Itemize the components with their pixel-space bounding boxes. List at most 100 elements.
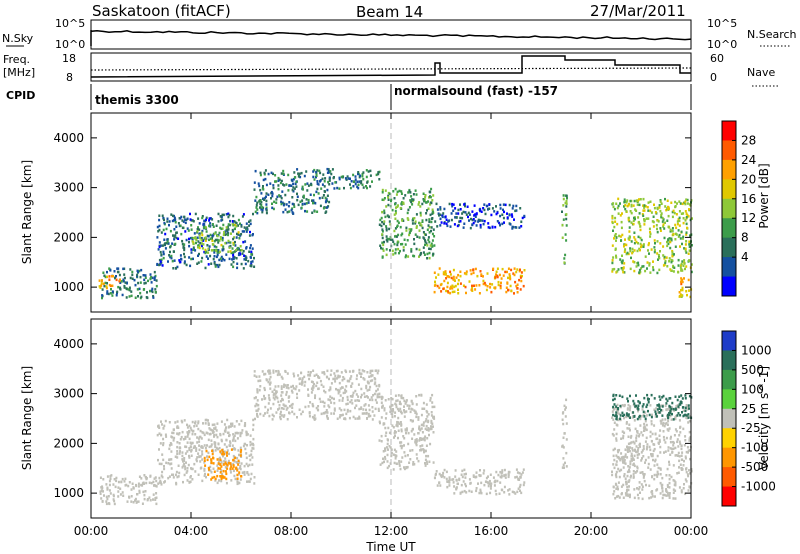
data-cell (214, 427, 217, 431)
data-cell (392, 240, 395, 243)
data-cell (137, 500, 140, 503)
data-cell (346, 408, 349, 412)
data-cell (239, 431, 242, 435)
data-cell (635, 209, 638, 212)
data-cell (285, 408, 288, 411)
data-cell (687, 449, 690, 452)
data-cell (114, 485, 117, 489)
data-cell (320, 412, 323, 416)
data-cell (432, 461, 435, 464)
data-cell (106, 270, 108, 274)
data-cell (634, 405, 637, 408)
data-cell (216, 422, 219, 425)
data-cell (274, 395, 277, 398)
data-cell (487, 222, 490, 225)
data-cell (641, 213, 644, 216)
data-cell (164, 480, 166, 483)
data-cell (217, 241, 220, 244)
data-cell (374, 381, 377, 384)
data-cell (469, 226, 472, 230)
data-cell (263, 373, 266, 376)
data-cell (175, 231, 178, 234)
data-cell (237, 481, 240, 485)
data-cell (424, 462, 426, 465)
data-cell (670, 201, 673, 204)
data-cell (244, 447, 247, 451)
data-cell (405, 254, 407, 257)
data-cell (562, 446, 565, 449)
data-cell (672, 444, 675, 447)
data-cell (286, 418, 289, 421)
data-cell (229, 471, 232, 474)
data-cell (645, 483, 647, 487)
data-cell (194, 470, 197, 473)
data-cell (414, 439, 417, 442)
data-cell (158, 263, 161, 267)
data-cell (617, 450, 620, 454)
data-cell (349, 400, 352, 404)
data-cell (676, 438, 679, 441)
data-cell (219, 236, 222, 239)
data-cell (104, 281, 107, 285)
data-cell (182, 464, 185, 468)
data-cell (174, 421, 177, 424)
data-cell (612, 463, 615, 466)
data-cell (403, 444, 405, 447)
data-cell (300, 171, 303, 175)
data-cell (237, 233, 240, 236)
data-cell (437, 212, 440, 215)
data-cell (172, 267, 175, 270)
data-cell (425, 201, 428, 204)
data-cell (223, 429, 226, 433)
data-cell (637, 400, 640, 403)
data-cell (225, 462, 228, 466)
data-cell (406, 217, 409, 220)
data-cell (168, 421, 171, 424)
data-cell (646, 206, 649, 209)
data-cell (114, 276, 116, 280)
data-cell (156, 262, 159, 266)
data-cell (674, 223, 677, 227)
data-cell (615, 437, 618, 440)
data-cell (288, 395, 291, 398)
data-cell (688, 437, 691, 440)
data-cell (205, 216, 208, 220)
data-cell (401, 456, 404, 459)
data-cell (208, 427, 211, 430)
data-cell (470, 490, 473, 493)
data-cell (684, 435, 687, 438)
data-cell (214, 449, 217, 452)
data-cell (265, 378, 268, 382)
data-cell (219, 458, 222, 462)
velocity-scatter (99, 368, 693, 506)
data-cell (649, 235, 652, 238)
data-cell (409, 229, 412, 233)
nsky-tick-bottom: 10^0 (55, 38, 85, 51)
data-cell (383, 240, 385, 244)
data-cell (680, 467, 683, 470)
data-cell (197, 240, 200, 243)
data-cell (443, 279, 446, 283)
data-cell (177, 237, 180, 240)
data-cell (328, 176, 331, 179)
data-cell (648, 445, 651, 449)
data-cell (239, 249, 242, 252)
data-cell (462, 284, 465, 287)
data-cell (116, 290, 119, 294)
data-cell (629, 429, 631, 432)
data-cell (329, 395, 332, 398)
data-cell (659, 227, 662, 230)
data-cell (685, 222, 688, 226)
data-cell (224, 457, 227, 460)
data-cell (615, 483, 618, 487)
data-cell (615, 236, 618, 239)
data-cell (211, 476, 214, 479)
data-cell (662, 223, 665, 226)
data-cell (300, 383, 303, 386)
data-cell (146, 291, 148, 294)
data-cell (400, 243, 402, 246)
data-cell (507, 267, 510, 270)
data-cell (248, 463, 251, 467)
data-cell (454, 216, 457, 219)
data-cell (136, 493, 139, 496)
